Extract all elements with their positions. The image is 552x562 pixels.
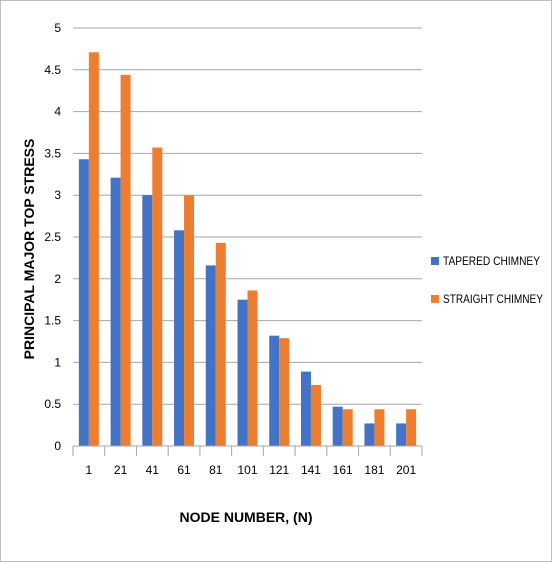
bar-tapered-161 bbox=[332, 406, 343, 446]
bar-tapered-181 bbox=[364, 423, 375, 446]
bar-straight-1 bbox=[88, 52, 99, 447]
legend-label: STRAIGHT CHIMNEY bbox=[443, 292, 543, 306]
x-tick-label: 161 bbox=[333, 463, 353, 477]
x-axis-title: NODE NUMBER, (N) bbox=[180, 509, 313, 525]
x-axis-tick-labels: 1 21 41 61 81 101 121 141 161 181 201 bbox=[86, 463, 417, 477]
y-tick-label: 2.5 bbox=[44, 230, 61, 244]
bar-tapered-201 bbox=[396, 423, 407, 446]
y-tick-label: 3.5 bbox=[44, 146, 61, 160]
bar-straight-201 bbox=[406, 409, 417, 446]
legend: TAPERED CHIMNEY STRAIGHT CHIMNEY bbox=[431, 254, 543, 306]
x-tick-label: 41 bbox=[146, 463, 160, 477]
y-tick-label: 1 bbox=[54, 355, 61, 369]
y-tick-label: 0.5 bbox=[44, 397, 61, 411]
y-tick-label: 4 bbox=[54, 105, 61, 119]
y-tick-label: 0 bbox=[54, 439, 61, 453]
bar-tapered-41 bbox=[142, 195, 153, 446]
bar-tapered-1 bbox=[78, 159, 89, 446]
y-axis-title: PRINCIPAL MAJOR TOP STRESS bbox=[21, 139, 37, 360]
bar-straight-61 bbox=[184, 195, 195, 446]
x-tick-label: 201 bbox=[396, 463, 416, 477]
bar-straight-41 bbox=[152, 147, 163, 446]
bar-tapered-101 bbox=[237, 299, 248, 446]
legend-swatch bbox=[431, 295, 439, 303]
bar-straight-141 bbox=[310, 384, 321, 446]
y-tick-label: 2 bbox=[54, 272, 61, 286]
y-axis-tick-labels: 0 0.5 1 1.5 2 2.5 3 3.5 4 4.5 5 bbox=[44, 21, 61, 453]
y-tick-label: 1.5 bbox=[44, 314, 61, 328]
bar-straight-101 bbox=[247, 290, 258, 446]
gridlines bbox=[73, 27, 422, 405]
bar-straight-81 bbox=[215, 242, 226, 446]
x-axis bbox=[72, 445, 423, 456]
y-tick-label: 5 bbox=[54, 21, 61, 35]
bar-tapered-61 bbox=[174, 230, 185, 446]
legend-swatch bbox=[431, 257, 439, 265]
x-tick-label: 61 bbox=[177, 463, 191, 477]
bar-tapered-121 bbox=[269, 335, 280, 446]
x-tick-label: 101 bbox=[237, 463, 257, 477]
bar-straight-161 bbox=[342, 409, 353, 446]
bar-straight-181 bbox=[374, 409, 385, 446]
x-tick-label: 1 bbox=[86, 463, 93, 477]
x-tick-label: 181 bbox=[364, 463, 384, 477]
bar-tapered-21 bbox=[110, 177, 121, 447]
y-tick-label: 4.5 bbox=[44, 63, 61, 77]
bar-straight-121 bbox=[279, 338, 290, 446]
bar-straight-21 bbox=[120, 74, 131, 446]
y-tick-label: 3 bbox=[54, 188, 61, 202]
x-tick-label: 81 bbox=[209, 463, 223, 477]
x-tick-label: 121 bbox=[269, 463, 289, 477]
bar-tapered-141 bbox=[300, 371, 311, 446]
bars bbox=[78, 52, 417, 447]
x-tick-label: 141 bbox=[301, 463, 321, 477]
x-tick-label: 21 bbox=[114, 463, 128, 477]
bar-tapered-81 bbox=[205, 265, 216, 446]
legend-label: TAPERED CHIMNEY bbox=[443, 254, 540, 268]
